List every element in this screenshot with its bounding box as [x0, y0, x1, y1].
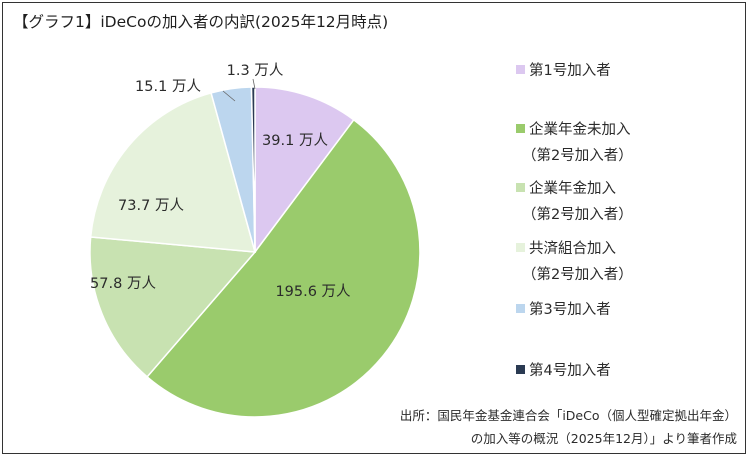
chart-frame: 【グラフ1】iDeCoの加入者の内訳(2025年12月時点) 39.1 万人 19…	[2, 2, 746, 454]
source-line-1: 出所：国民年金基金連合会「iDeCo（個人型確定拠出年金）	[400, 408, 737, 423]
source-note: 出所：国民年金基金連合会「iDeCo（個人型確定拠出年金） の加入等の概況（202…	[400, 408, 737, 446]
legend-label-3: 企業年金加入	[529, 179, 616, 197]
legend-label-6: 第4号加入者	[529, 361, 611, 379]
legend-swatch-2	[516, 124, 525, 133]
legend-label-2: 企業年金未加入	[529, 120, 631, 138]
legend-label-2-line-2: （第2号加入者）	[522, 146, 633, 164]
pie-chart: 【グラフ1】iDeCoの加入者の内訳(2025年12月時点) 39.1 万人 19…	[13, 13, 737, 446]
slice-label-4: 73.7 万人	[118, 197, 184, 214]
legend-label-3-line-2: （第2号加入者）	[522, 205, 633, 223]
legend-swatch-6	[516, 365, 525, 374]
slice-label-6: 1.3 万人	[227, 62, 284, 79]
legend-swatch-5	[516, 304, 525, 313]
legend-label-4: 共済組合加入	[529, 240, 616, 257]
leader-line-1	[222, 90, 236, 102]
legend-label-4-line-2: （第2号加入者）	[522, 265, 633, 283]
pie-slices	[89, 86, 421, 418]
legend-swatch-3	[516, 183, 525, 192]
slice-label-2: 195.6 万人	[275, 283, 350, 300]
slice-label-3: 57.8 万人	[90, 275, 156, 292]
legend-label-5: 第3号加入者	[529, 300, 611, 318]
legend-swatch-1	[516, 65, 525, 74]
pie-slice-2	[146, 118, 421, 418]
pie-slice-4	[89, 92, 257, 253]
legend-swatch-4	[516, 243, 525, 252]
slice-label-5: 15.1 万人	[135, 78, 201, 95]
pie-slice-3	[89, 236, 257, 378]
pie-slice-labels: 39.1 万人 195.6 万人 57.8 万人 73.7 万人 15.1 万人 1.3 …	[90, 62, 351, 300]
pie-slice-1	[254, 86, 355, 255]
legend-label-1: 第1号加入者	[529, 61, 611, 79]
leader-line-2	[252, 78, 256, 90]
source-line-2: の加入等の概況（2025年12月）」より筆者作成	[471, 431, 737, 446]
slice-label-1: 39.1 万人	[262, 132, 328, 149]
chart-title: 【グラフ1】iDeCoの加入者の内訳(2025年12月時点)	[13, 13, 388, 31]
